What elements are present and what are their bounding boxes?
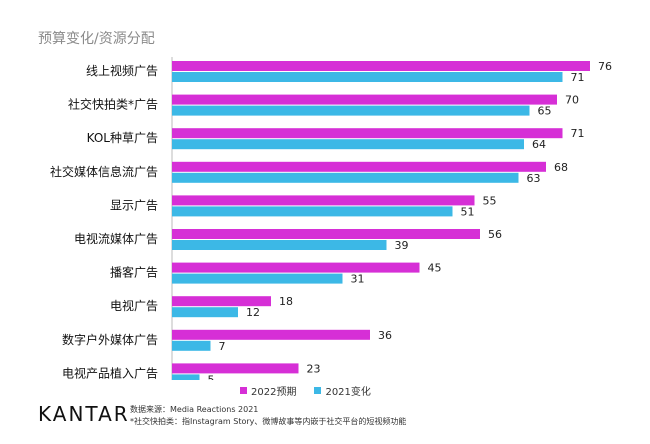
data-label: 71 [571, 127, 585, 140]
category-label: 线上视频广告 [86, 63, 158, 78]
legend-item-2022: 2022预期 [240, 383, 296, 398]
bar-2022 [172, 161, 546, 172]
bar-2021 [172, 273, 343, 284]
data-label: 70 [565, 94, 579, 107]
data-label: 31 [351, 273, 365, 286]
bar-2022 [172, 94, 557, 105]
data-label: 56 [488, 228, 502, 241]
data-label: 23 [307, 362, 321, 375]
category-label: 数字户外媒体广告 [62, 332, 158, 347]
bar-2021 [172, 206, 453, 217]
source-line: 数据来源：Media Reactions 2021 [130, 405, 259, 414]
footnote-line: *社交快拍类：指Instagram Story、微博故事等内嵌于社交平台的短视频… [130, 417, 407, 426]
bar-2022 [172, 262, 420, 273]
category-label: 电视产品植入广告 [62, 365, 158, 380]
bar-2021 [172, 172, 519, 183]
bar-2022 [172, 229, 480, 239]
category-label: KOL种草广告 [87, 131, 158, 145]
category-label: 显示广告 [110, 198, 158, 212]
source-note: 数据来源：Media Reactions 2021 *社交快拍类：指Instag… [130, 404, 406, 428]
data-label: 65 [538, 105, 552, 118]
legend-label-2022: 2022预期 [251, 387, 297, 398]
data-label: 45 [428, 262, 442, 275]
bar-2021 [172, 240, 387, 250]
data-label: 39 [395, 239, 409, 252]
data-label: 18 [279, 295, 293, 308]
category-label: 社交快拍类*广告 [68, 97, 158, 112]
bar-2021 [172, 139, 524, 150]
data-label: 12 [246, 306, 260, 319]
data-label: 64 [532, 138, 546, 151]
chart-subtitle: 预算变化/资源分配 [38, 31, 155, 47]
legend-item-2021: 2021变化 [314, 383, 371, 398]
bar-2021 [172, 307, 238, 318]
category-label: 社交媒体信息流广告 [50, 164, 158, 179]
legend-swatch-2022 [240, 387, 247, 394]
category-label: 电视流媒体广告 [74, 231, 158, 246]
bar-2022 [172, 195, 475, 206]
data-label: 63 [527, 172, 541, 185]
data-label: 36 [378, 329, 392, 342]
legend-swatch-2021 [314, 387, 322, 394]
bar-2021 [172, 340, 211, 351]
kantar-logo: KANTAR [38, 402, 130, 426]
data-label: 71 [571, 71, 585, 84]
chart-legend: 2022预期 2021变化 [240, 383, 371, 398]
data-label: 51 [461, 205, 475, 218]
bar-2021 [172, 72, 563, 82]
bar-2022 [172, 61, 590, 71]
bar-2022 [172, 329, 370, 340]
bar-chart: 线上视频广告 76 71 社交快拍类*广告 70 65 KOL种草广告 71 64 社交媒体信息流… [50, 57, 612, 380]
bar-2021 [172, 374, 200, 380]
bar-2022 [172, 128, 563, 139]
category-label: 电视广告 [110, 298, 158, 313]
data-label: 68 [554, 161, 568, 174]
bar-2022 [172, 296, 271, 307]
data-label: 55 [483, 194, 497, 207]
bar-2021 [172, 105, 530, 116]
bar-2022 [172, 363, 299, 374]
category-label: 播客广告 [110, 265, 158, 280]
data-label: 5 [208, 373, 215, 380]
data-label: 7 [219, 340, 226, 353]
legend-label-2021: 2021变化 [325, 387, 371, 398]
data-label: 76 [598, 60, 612, 73]
